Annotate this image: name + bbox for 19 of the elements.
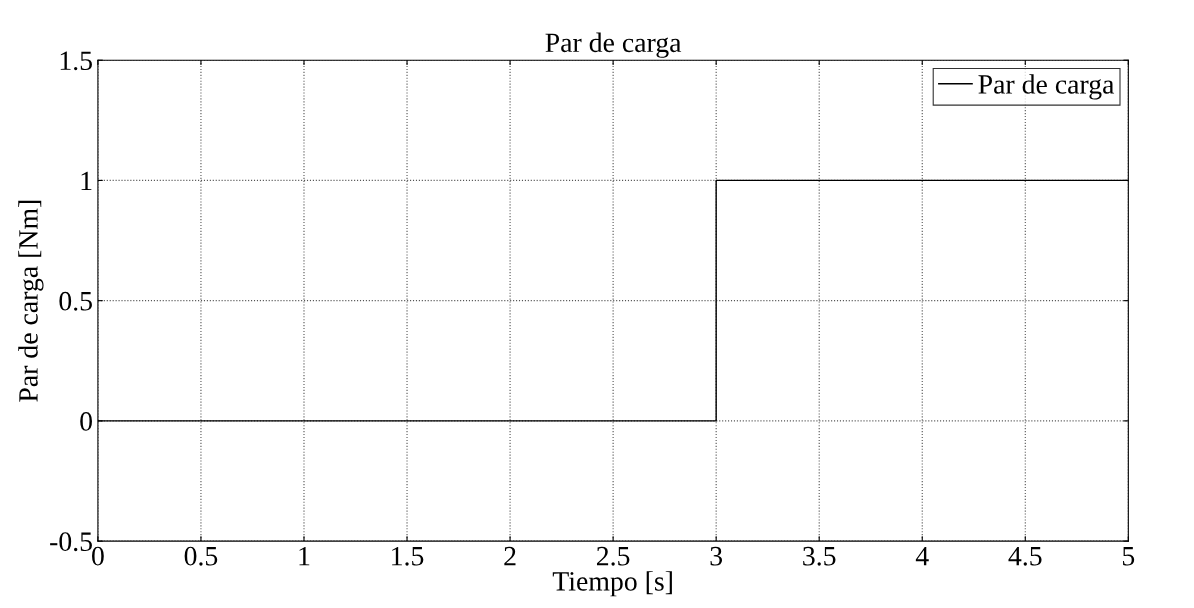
chart-title: Par de carga: [545, 32, 682, 58]
x-tick-label: 2.5: [596, 546, 630, 566]
x-tick-label: 1: [299, 546, 310, 566]
legend-label: Par de carga: [978, 74, 1115, 100]
x-tick-label: 3.5: [803, 546, 836, 566]
x-tick-label: 1.5: [392, 546, 424, 566]
x-tick-label: 5: [1123, 547, 1135, 566]
y-tick-label: 1: [81, 171, 92, 191]
x-tick-label: 2: [504, 546, 516, 566]
x-tick-label: 0.5: [184, 546, 218, 566]
x-tick-label: 4: [915, 546, 929, 566]
x-tick-label: 3: [710, 546, 723, 566]
y-axis-title: Par de carga [Nm]: [18, 200, 44, 402]
y-tick-label: 0: [80, 412, 92, 431]
y-tick-label: -0.5: [50, 532, 92, 552]
y-tick-label: 1.5: [60, 51, 92, 71]
y-tick-label: 0.5: [59, 291, 92, 311]
x-axis-title: Tiempo [s]: [552, 571, 672, 597]
x-tick-label: 4.5: [1008, 546, 1042, 566]
